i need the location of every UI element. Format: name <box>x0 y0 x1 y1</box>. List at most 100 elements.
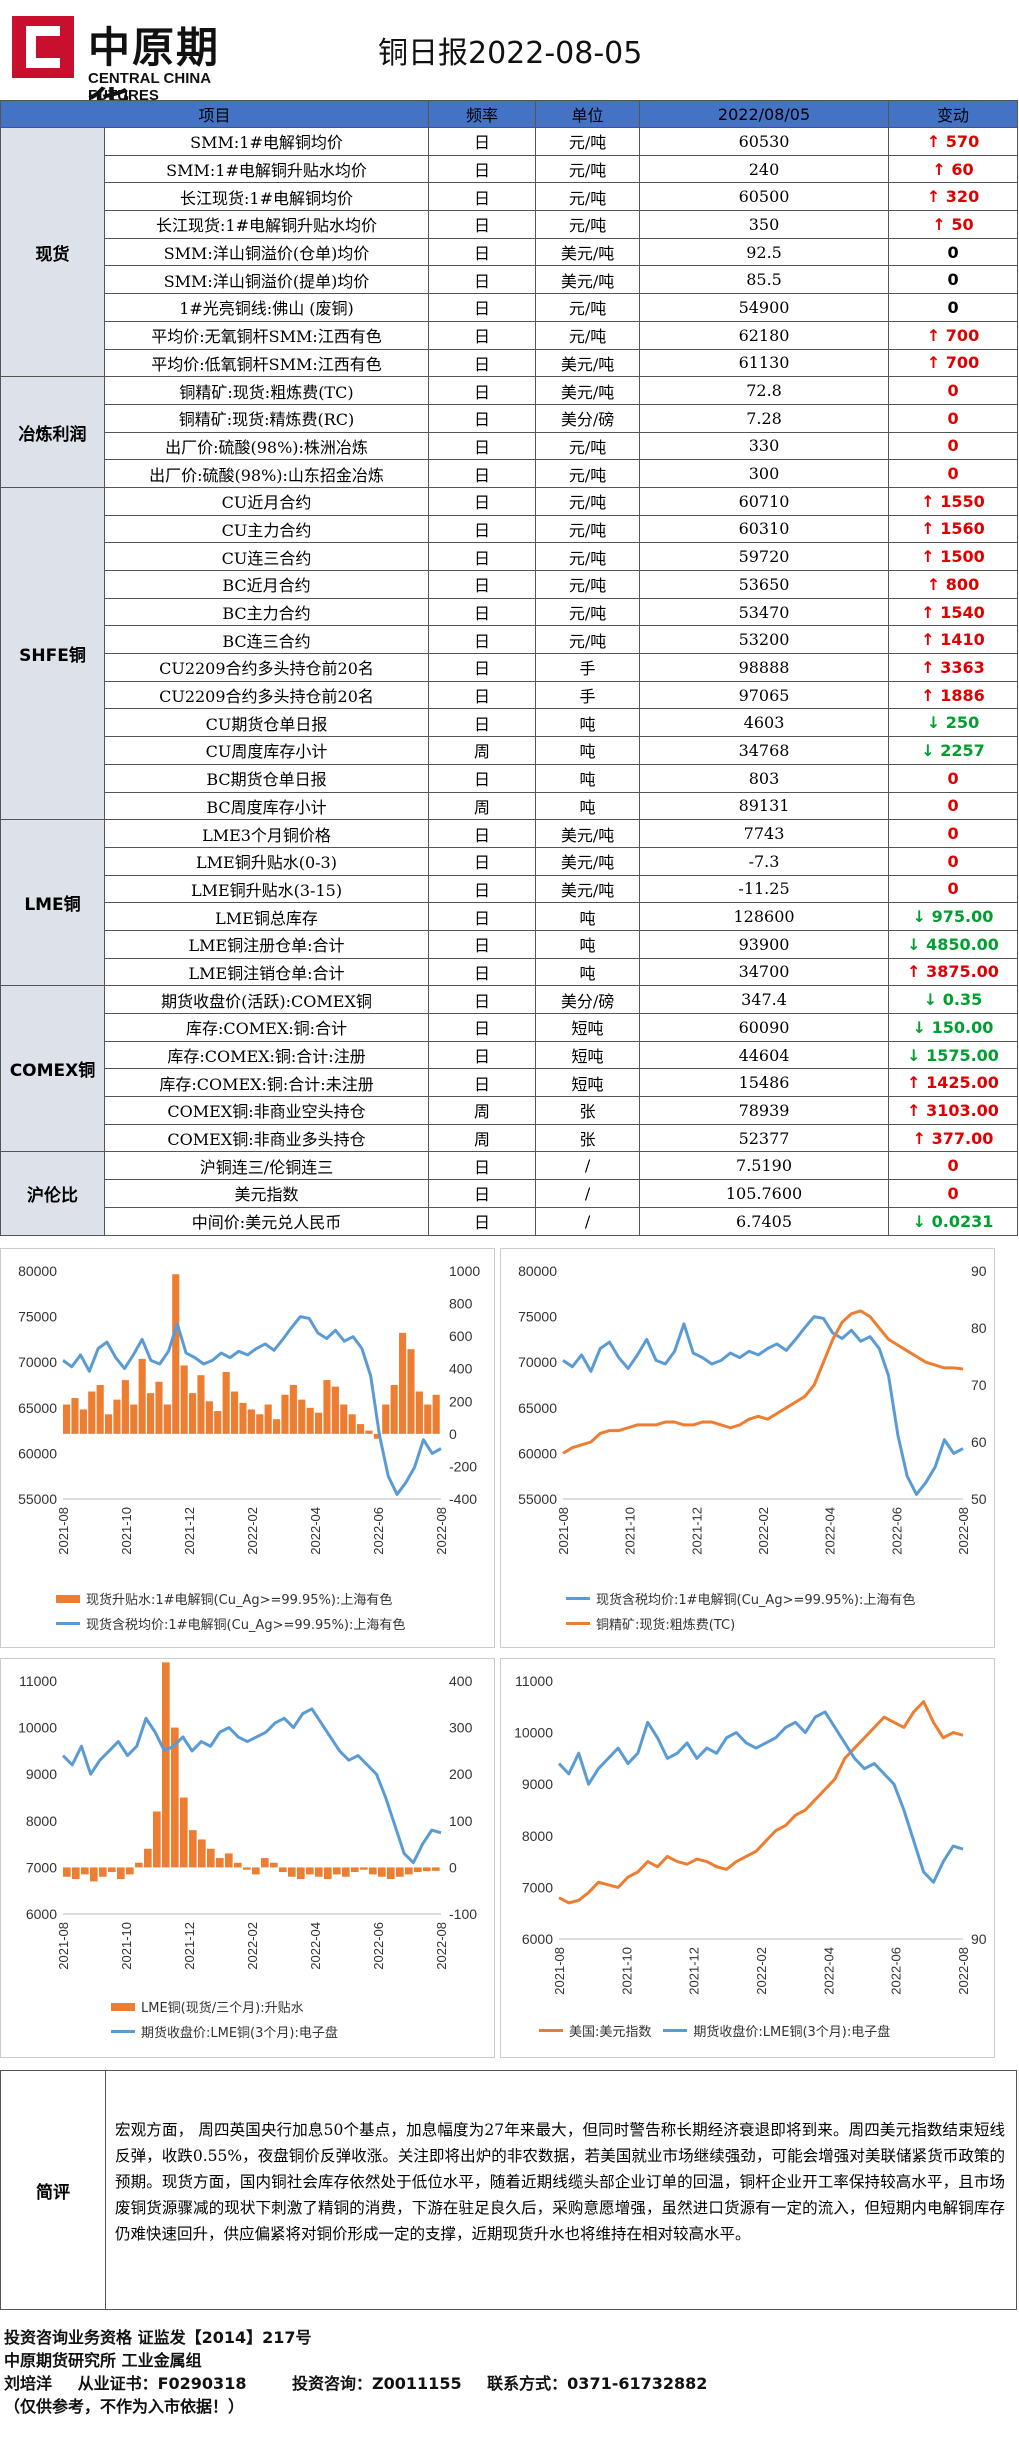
frequency-cell: 日 <box>428 459 537 488</box>
left-axis-tick-label: 9000 <box>26 1766 57 1782</box>
bar-mark <box>369 1867 377 1875</box>
x-axis-tick-label: 2022-04 <box>308 1922 323 1970</box>
change-value: 0 <box>947 1183 959 1203</box>
right-axis-tick-label: 50 <box>971 1491 987 1507</box>
item-cell: CU期货仓单日报 <box>103 708 430 738</box>
arrow-up-icon: ↑ <box>921 519 941 539</box>
bar-mark <box>289 1385 297 1434</box>
value-cell: 54900 <box>639 293 890 322</box>
table-row: COMEX铜:非商业多头持仓周张 52377 ↑ 377.00 <box>1 1123 1019 1153</box>
table-row: LME铜总库存日吨 128600 ↓ 975.00 <box>1 902 1019 931</box>
bar-mark <box>180 1365 188 1434</box>
unit-cell: 吨 <box>535 957 641 987</box>
bar-mark <box>424 1404 432 1434</box>
change-value: 3875.00 <box>926 962 999 982</box>
frequency-cell: 日 <box>428 348 537 378</box>
left-axis-tick-label: 55000 <box>18 1491 57 1507</box>
change-value: 0 <box>947 408 959 428</box>
value-cell: 7743 <box>639 819 890 848</box>
change-value: 1575.00 <box>926 1045 999 1065</box>
x-axis-tick-label: 2022-02 <box>754 1947 769 1995</box>
x-axis-tick-label: 2022-04 <box>821 1947 836 1995</box>
bar-mark <box>162 1662 170 1868</box>
unit-cell: 元/吨 <box>535 486 641 516</box>
bar-mark <box>298 1399 306 1434</box>
frequency-cell: 日 <box>428 1068 537 1098</box>
column-header-date: 2022/08/05 <box>639 100 890 128</box>
table-row: BC连三合约日元/吨 53200 ↑ 1410 <box>1 625 1019 655</box>
frequency-cell: 日 <box>428 653 537 682</box>
frequency-cell: 日 <box>428 763 537 793</box>
series-line <box>562 1315 964 1496</box>
left-axis-tick-label: 11000 <box>515 1673 553 1689</box>
bar-mark <box>126 1867 134 1875</box>
item-cell: 库存:COMEX:铜:合计:注册 <box>103 1040 430 1070</box>
value-cell: 97065 <box>639 680 890 710</box>
x-axis-tick-label: 2021-08 <box>56 1507 71 1555</box>
bar-mark <box>71 1398 79 1434</box>
value-cell: 350 <box>639 210 890 239</box>
x-axis-tick-label: 2021-08 <box>552 1947 567 1995</box>
unit-cell: 美元/吨 <box>535 874 641 904</box>
unit-cell: 张 <box>535 1096 641 1125</box>
item-cell: SMM:1#电解铜升贴水均价 <box>103 154 430 184</box>
bar-mark <box>273 1419 281 1434</box>
value-cell: 89131 <box>639 791 890 821</box>
frequency-cell: 日 <box>428 293 537 322</box>
chart-canvas: 6000 7000 8000 9000 10000 11000 -100 0 100 200 300… <box>18 1662 477 1970</box>
right-axis-tick-label: 90 <box>971 1931 987 1947</box>
value-cell: 300 <box>639 459 890 488</box>
change-cell: ↑ 60 <box>888 154 1019 184</box>
price-table: 项目 频率 单位 2022/08/05 变动 现货 SMM:1#电解铜均价日元/吨… <box>0 100 1019 1236</box>
frequency-cell: 日 <box>428 1013 537 1042</box>
change-value: 1886 <box>940 685 985 705</box>
left-axis-tick-label: 55000 <box>518 1491 557 1507</box>
left-axis-tick-label: 65000 <box>518 1400 557 1416</box>
footer-department: 中原期货研究所 工业金属组 <box>4 2351 202 2370</box>
item-cell: SMM:洋山铜溢价(仓单)均价 <box>103 237 430 267</box>
value-cell: 15486 <box>639 1068 890 1098</box>
bar-mark <box>323 1380 331 1434</box>
item-cell: CU周度库存小计 <box>103 736 430 765</box>
x-axis-tick-label: 2022-04 <box>308 1507 323 1555</box>
bar-mark <box>405 1867 413 1875</box>
unit-cell: 元/吨 <box>535 597 641 627</box>
arrow-up-icon: ↑ <box>921 491 941 511</box>
x-axis-tick-label: 2021-12 <box>182 1922 197 1970</box>
change-value: 0.35 <box>942 990 983 1010</box>
table-row: BC近月合约日元/吨 53650 ↑ 800 <box>1 570 1019 599</box>
arrow-up-icon: ↑ <box>907 1073 927 1093</box>
legend-item: LME铜(现货/三个月):升贴水 <box>111 1997 338 2016</box>
unit-cell: 元/吨 <box>535 127 641 156</box>
left-axis-tick-label: 6000 <box>522 1931 553 1947</box>
bar-mark <box>214 1411 222 1434</box>
change-value: 800 <box>945 574 980 594</box>
x-axis-tick-label: 2022-02 <box>756 1507 771 1555</box>
bar-mark <box>365 1430 373 1434</box>
right-axis-tick-label: 600 <box>449 1328 473 1344</box>
bar-mark <box>222 1371 230 1434</box>
item-cell: BC近月合约 <box>103 570 430 599</box>
right-axis-tick-label: 0 <box>449 1859 457 1875</box>
x-axis-tick-label: 2022-02 <box>245 1507 260 1555</box>
change-cell: ↑ 3363 <box>888 653 1019 682</box>
commentary-text: 宏观方面， 周四英国央行加息50个基点，加息幅度为27年来最大，但同时警告称长期… <box>115 2121 1005 2243</box>
value-cell: 128600 <box>639 902 890 931</box>
bar-mark <box>348 1414 356 1434</box>
unit-cell: 美分/磅 <box>535 403 641 433</box>
table-row: 铜精矿:现货:精炼费(RC) 日美分/磅 7.28 0 <box>1 403 1019 433</box>
right-axis-tick-label: 800 <box>449 1296 473 1312</box>
change-value: 0.0231 <box>931 1211 994 1231</box>
unit-cell: 吨 <box>535 736 641 765</box>
frequency-cell: 日 <box>428 431 537 461</box>
x-axis-tick-label: 2021-10 <box>119 1922 134 1970</box>
bar-mark <box>331 1386 339 1434</box>
x-axis-tick-label: 2022-04 <box>823 1507 838 1555</box>
unit-cell: 短吨 <box>535 1013 641 1042</box>
bar-mark <box>288 1867 296 1877</box>
change-value: 320 <box>945 187 980 207</box>
chart-price-vs-tc: 55000 60000 65000 70000 75000 80000 50 60 70 80 90… <box>500 1248 995 1648</box>
left-axis-tick-label: 60000 <box>18 1445 57 1461</box>
left-axis-tick-label: 10000 <box>18 1720 57 1736</box>
table-row: SMM:1#电解铜升贴水均价日元/吨 240 ↑ 60 <box>1 154 1019 184</box>
